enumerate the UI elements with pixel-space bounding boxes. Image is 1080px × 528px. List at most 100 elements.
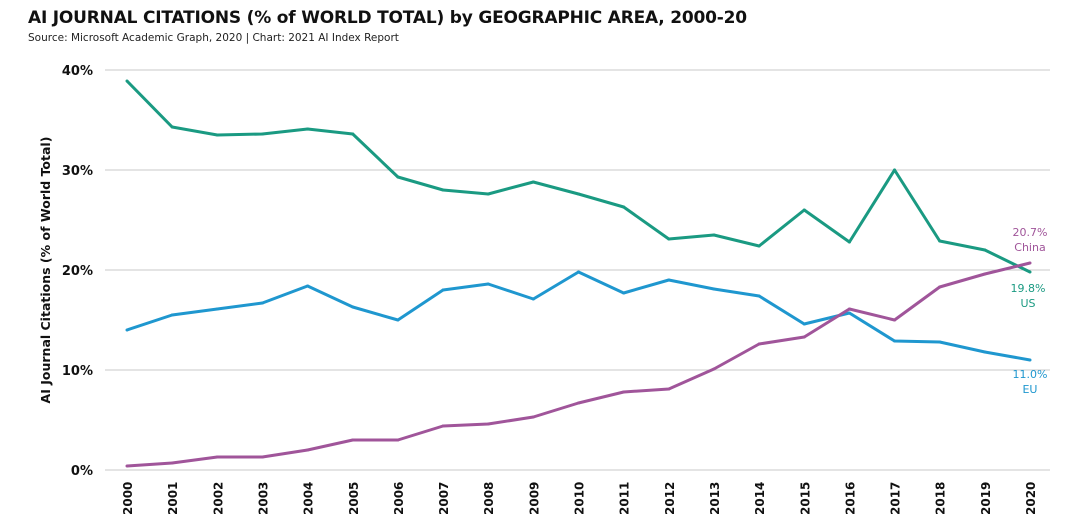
data-point-eu: [306, 284, 310, 288]
data-point-china: [1028, 261, 1032, 265]
x-tick-label: 2014: [753, 482, 767, 515]
data-point-china: [712, 367, 716, 371]
y-tick-label: 40%: [62, 64, 93, 79]
data-point-us: [170, 125, 174, 129]
data-point-eu: [125, 328, 129, 332]
data-point-eu: [983, 350, 987, 354]
end-value-label: 19.8%: [1011, 282, 1046, 295]
data-point-us: [260, 132, 264, 136]
data-point-us: [531, 180, 535, 184]
data-point-eu: [622, 291, 626, 295]
data-point-china: [306, 448, 310, 452]
data-point-us: [938, 239, 942, 243]
data-point-us: [757, 244, 761, 248]
x-tick-label: 2020: [1024, 482, 1038, 515]
x-tick-label: 2018: [934, 482, 948, 515]
data-point-eu: [441, 288, 445, 292]
x-tick-label: 2000: [121, 482, 135, 515]
data-point-china: [215, 455, 219, 459]
data-point-china: [893, 318, 897, 322]
series-name-label: China: [1014, 241, 1045, 254]
data-point-china: [983, 272, 987, 276]
data-point-china: [396, 438, 400, 442]
x-tick-label: 2012: [663, 482, 677, 515]
series-name-label: EU: [1022, 383, 1037, 396]
data-point-eu: [577, 270, 580, 274]
y-tick-label: 30%: [62, 164, 93, 179]
data-point-us: [622, 205, 626, 209]
data-point-china: [351, 438, 355, 442]
chart-title: AI JOURNAL CITATIONS (% of WORLD TOTAL) …: [28, 8, 747, 28]
data-point-us: [1028, 270, 1032, 274]
data-point-eu: [847, 311, 851, 315]
data-point-us: [306, 127, 310, 131]
series-line-eu: [126, 270, 1031, 362]
x-tick-label: 2009: [527, 482, 541, 515]
data-point-us: [396, 175, 400, 179]
data-point-eu: [260, 301, 264, 305]
x-tick-label: 2015: [798, 482, 812, 515]
x-tick-label: 2011: [618, 482, 632, 515]
data-point-china: [938, 285, 942, 289]
x-tick-label: 2003: [256, 482, 270, 515]
y-tick-label: 20%: [62, 264, 93, 279]
data-point-eu: [667, 278, 671, 282]
data-point-us: [893, 168, 897, 172]
end-value-label: 11.0%: [1013, 368, 1048, 381]
series-line-china: [126, 261, 1031, 468]
data-point-china: [170, 461, 174, 465]
x-tick-label: 2017: [889, 482, 903, 515]
y-tick-label: 0%: [71, 464, 93, 479]
data-point-eu: [486, 282, 490, 286]
x-tick-label: 2016: [843, 482, 857, 515]
data-point-china: [757, 342, 761, 346]
data-point-china: [847, 307, 851, 311]
y-tick-label: 10%: [62, 364, 93, 379]
data-point-china: [622, 390, 626, 394]
data-point-eu: [170, 313, 174, 317]
data-point-china: [486, 422, 490, 426]
data-point-us: [215, 133, 219, 137]
x-tick-label: 2001: [166, 482, 180, 515]
data-point-eu: [938, 340, 942, 344]
data-point-eu: [396, 318, 400, 322]
x-tick-label: 2006: [392, 482, 406, 515]
data-point-us: [577, 192, 580, 196]
data-point-us: [712, 233, 716, 237]
data-point-us: [351, 132, 355, 136]
series-line-us: [125, 79, 1031, 274]
data-point-eu: [712, 287, 716, 291]
data-point-china: [577, 401, 580, 405]
data-point-china: [260, 455, 264, 459]
x-tick-label: 2010: [573, 482, 587, 515]
x-tick-label: 2004: [302, 482, 316, 515]
data-point-eu: [215, 307, 219, 311]
data-point-eu: [802, 322, 806, 326]
data-point-china: [441, 424, 445, 428]
chart-subtitle: Source: Microsoft Academic Graph, 2020 |…: [28, 32, 399, 44]
y-axis-label: AI Journal Citations (% of World Total): [38, 137, 53, 404]
data-point-us: [125, 79, 129, 83]
x-tick-label: 2013: [708, 482, 722, 515]
series-name-label: US: [1020, 297, 1035, 310]
data-point-us: [983, 248, 987, 252]
data-point-china: [125, 464, 129, 468]
data-point-eu: [757, 294, 761, 298]
data-point-us: [802, 208, 806, 212]
data-point-us: [441, 188, 445, 192]
data-point-eu: [351, 305, 355, 309]
data-point-china: [802, 335, 806, 339]
x-tick-label: 2008: [482, 482, 496, 515]
end-value-label: 20.7%: [1013, 226, 1048, 239]
x-tick-label: 2002: [211, 482, 225, 515]
data-point-us: [847, 240, 851, 244]
x-tick-label: 2019: [979, 482, 993, 515]
data-point-china: [667, 387, 671, 391]
x-tick-label: 2005: [347, 482, 361, 515]
data-point-us: [667, 237, 671, 241]
data-point-china: [531, 415, 535, 419]
data-point-eu: [893, 339, 897, 343]
data-point-eu: [1028, 358, 1032, 362]
data-point-eu: [531, 297, 535, 301]
